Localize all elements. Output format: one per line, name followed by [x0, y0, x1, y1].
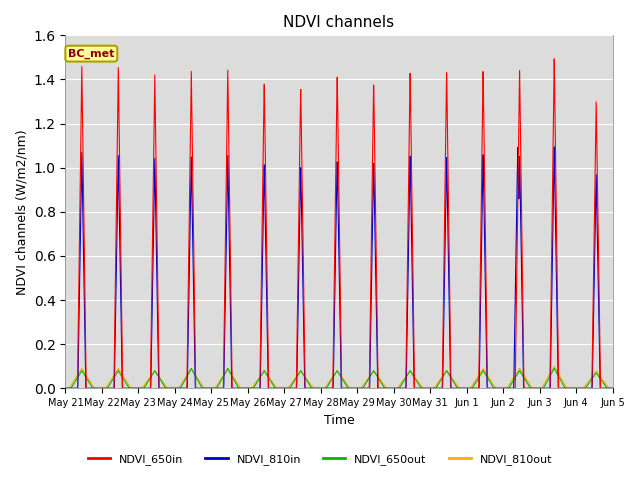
- Legend: NDVI_650in, NDVI_810in, NDVI_650out, NDVI_810out: NDVI_650in, NDVI_810in, NDVI_650out, NDV…: [83, 450, 557, 469]
- Y-axis label: NDVI channels (W/m2/nm): NDVI channels (W/m2/nm): [15, 129, 28, 295]
- X-axis label: Time: Time: [324, 414, 355, 427]
- Title: NDVI channels: NDVI channels: [284, 15, 395, 30]
- Text: BC_met: BC_met: [68, 48, 115, 59]
